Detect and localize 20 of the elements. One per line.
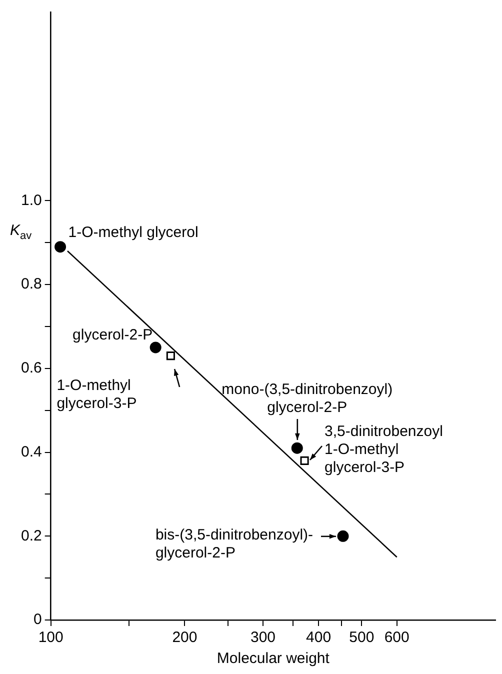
- annotation: mono-(3,5-dinitrobenzoyl) glycerol-2-P: [222, 381, 393, 416]
- y-tick-label: 0.4: [20, 443, 42, 460]
- y-axis-title: K$_{av}$: [10, 222, 32, 242]
- x-tick-label: 100: [38, 629, 64, 646]
- y-tick-label: 1.0: [20, 192, 42, 209]
- annotation: 3,5-dinitrobenzoyl 1-O-methyl glycerol-3-P: [324, 422, 443, 476]
- x-tick-label: 600: [384, 629, 410, 646]
- annotation: 1-O-methyl glycerol: [68, 224, 198, 241]
- x-tick-label: 200: [172, 629, 198, 646]
- y-tick-label: 0.6: [20, 360, 42, 377]
- annotation: 1-O-methyl glycerol-3-P: [56, 376, 137, 412]
- x-axis-title: Molecular weight: [216, 650, 330, 668]
- x-tick-label: 500: [349, 629, 374, 646]
- y-tick-label: 0.8: [20, 276, 42, 293]
- annotation: bis-(3,5-dinitrobenzoyl)- glycerol-2-P: [155, 526, 314, 562]
- annotation: glycerol-2-P: [72, 326, 153, 344]
- x-tick-label: 400: [306, 629, 332, 646]
- y-tick-label: 0.2: [20, 527, 42, 544]
- x-tick-label: 300: [250, 629, 276, 646]
- y-tick-label: 0: [34, 611, 42, 628]
